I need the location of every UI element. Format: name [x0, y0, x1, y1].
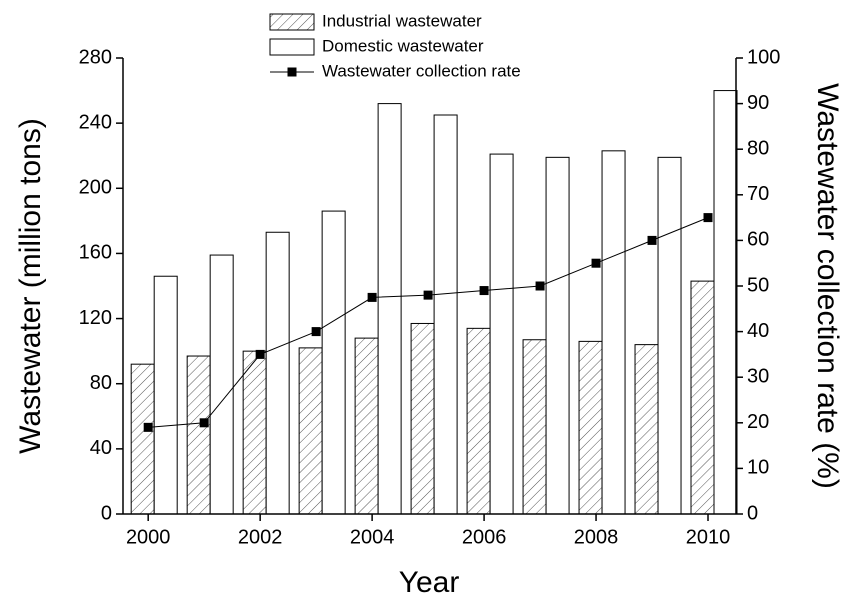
bar: [265, 231, 290, 515]
marker: [591, 258, 601, 268]
bar: [186, 355, 211, 515]
bar: [690, 280, 715, 515]
legend-label: Domestic wastewater: [322, 36, 484, 55]
y2-tick-label: 90: [747, 92, 769, 114]
marker: [703, 213, 713, 223]
bar: [321, 210, 346, 515]
y2-tick-label: 100: [747, 46, 780, 68]
marker: [311, 327, 321, 337]
y2-axis-title: Wastewater collection rate (%): [811, 83, 844, 489]
bar: [377, 103, 402, 515]
bar: [242, 350, 267, 515]
bar: [545, 156, 570, 515]
bar: [130, 363, 155, 515]
marker: [143, 422, 153, 432]
bar: [298, 347, 323, 515]
y2-tick-label: 50: [747, 274, 769, 296]
bar: [410, 322, 435, 515]
bar: [601, 150, 626, 515]
bar: [433, 114, 458, 515]
marker: [255, 349, 265, 359]
bar: [522, 339, 547, 515]
bar: [209, 254, 234, 515]
bar: [657, 156, 682, 515]
x-tick-label: 2008: [574, 526, 619, 548]
y2-tick-label: 30: [747, 365, 769, 387]
y-tick-label: 200: [79, 177, 112, 199]
y2-tick-label: 60: [747, 229, 769, 251]
bar: [634, 344, 659, 515]
marker: [423, 290, 433, 300]
y2-tick-label: 10: [747, 457, 769, 479]
y-tick-label: 40: [90, 437, 112, 459]
x-tick-label: 2000: [126, 526, 171, 548]
y2-tick-label: 80: [747, 137, 769, 159]
marker: [479, 286, 489, 296]
bar: [466, 327, 491, 515]
x-tick-label: 2006: [462, 526, 507, 548]
y2-tick-label: 20: [747, 411, 769, 433]
y-tick-label: 80: [90, 372, 112, 394]
bar: [713, 90, 738, 515]
legend-swatch: [269, 13, 315, 31]
marker: [199, 418, 209, 428]
marker: [647, 235, 657, 245]
y-tick-label: 0: [101, 502, 112, 524]
y-tick-label: 240: [79, 111, 112, 133]
legend-label: Wastewater collection rate: [322, 61, 521, 80]
marker: [367, 292, 377, 302]
y-tick-label: 280: [79, 46, 112, 68]
bar: [354, 337, 379, 515]
x-axis-title: Year: [399, 566, 460, 599]
y2-tick-label: 70: [747, 183, 769, 205]
legend-label: Industrial wastewater: [322, 11, 482, 30]
bar: [489, 153, 514, 515]
x-tick-label: 2004: [350, 526, 395, 548]
bar: [153, 275, 178, 515]
x-tick-label: 2002: [238, 526, 283, 548]
y2-tick-label: 40: [747, 320, 769, 342]
x-tick-label: 2010: [686, 526, 731, 548]
legend-marker: [287, 67, 297, 77]
marker: [535, 281, 545, 291]
y2-tick-label: 0: [747, 502, 758, 524]
y-tick-label: 120: [79, 307, 112, 329]
legend-swatch: [269, 38, 315, 56]
bar: [578, 340, 603, 515]
y-axis-title: Wastewater (million tons): [14, 118, 47, 454]
y-tick-label: 160: [79, 242, 112, 264]
